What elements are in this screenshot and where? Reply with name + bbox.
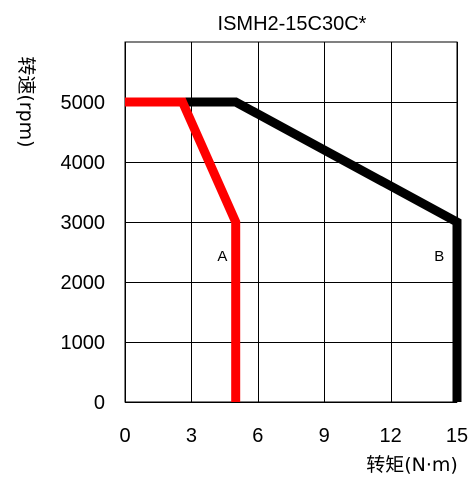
x-axis-label: 转矩(N·m) bbox=[366, 454, 458, 476]
series-label-b: B bbox=[434, 248, 444, 265]
y-tick-label: 2000 bbox=[61, 272, 106, 294]
y-tick-label: 0 bbox=[94, 392, 105, 414]
x-tick-label: 0 bbox=[119, 425, 130, 447]
y-tick-label: 5000 bbox=[61, 92, 106, 114]
y-tick-label: 3000 bbox=[61, 212, 106, 234]
y-axis-label: 转速(rpm) bbox=[15, 56, 37, 147]
series-line-a bbox=[125, 97, 241, 402]
x-tick-label: 3 bbox=[186, 425, 197, 447]
x-tick-label: 12 bbox=[379, 425, 401, 447]
x-tick-label: 9 bbox=[319, 425, 330, 447]
x-tick-label: 15 bbox=[446, 425, 468, 447]
grid bbox=[125, 42, 458, 403]
series-line-b bbox=[125, 97, 462, 402]
chart-title: ISMH2-15C30C* bbox=[218, 13, 367, 35]
series-lines bbox=[125, 97, 462, 402]
series-label-a: A bbox=[217, 248, 227, 265]
y-tick-labels: 0 1000 2000 3000 4000 5000 bbox=[61, 92, 106, 414]
x-tick-label: 6 bbox=[252, 425, 263, 447]
series-labels: BA bbox=[217, 248, 444, 265]
y-tick-label: 1000 bbox=[61, 332, 106, 354]
y-tick-label: 4000 bbox=[61, 152, 106, 174]
x-tick-labels: 0 3 6 9 12 15 bbox=[119, 425, 468, 447]
